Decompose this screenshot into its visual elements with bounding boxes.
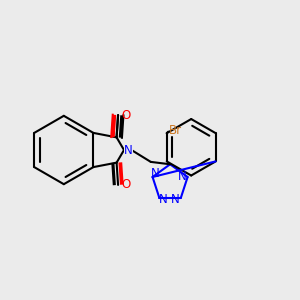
Text: O: O: [121, 109, 130, 122]
Text: N: N: [171, 194, 180, 206]
Text: N: N: [124, 143, 133, 157]
Text: N: N: [124, 143, 133, 157]
Text: N: N: [178, 170, 187, 184]
Text: N: N: [151, 167, 160, 180]
Text: O: O: [121, 178, 130, 191]
Text: Br: Br: [169, 124, 182, 137]
Text: N: N: [158, 193, 167, 206]
